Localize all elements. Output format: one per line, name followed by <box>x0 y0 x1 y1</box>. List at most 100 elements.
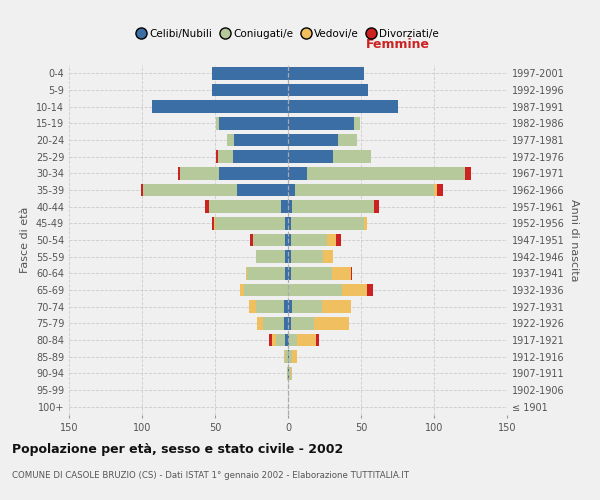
Bar <box>284 317 288 330</box>
Bar <box>291 250 323 263</box>
Bar <box>180 167 220 179</box>
Bar <box>284 300 288 313</box>
Bar <box>288 117 354 130</box>
Bar <box>288 284 342 296</box>
Bar <box>284 350 285 363</box>
Bar <box>292 200 374 213</box>
Bar <box>285 217 288 230</box>
Bar <box>328 234 336 246</box>
Bar <box>322 300 351 313</box>
Bar <box>288 267 291 280</box>
Bar <box>218 150 233 163</box>
Bar <box>272 334 277 346</box>
Bar <box>314 317 349 330</box>
Bar <box>288 150 333 163</box>
Bar <box>263 317 284 330</box>
Bar <box>316 334 319 346</box>
Bar <box>291 234 328 246</box>
Bar <box>288 167 307 179</box>
Bar <box>214 217 215 230</box>
Bar <box>212 84 288 96</box>
Bar <box>354 117 359 130</box>
Bar <box>289 350 292 363</box>
Bar <box>220 167 288 179</box>
Bar <box>152 100 288 113</box>
Bar <box>248 300 256 313</box>
Bar <box>287 367 288 380</box>
Bar <box>285 250 288 263</box>
Bar <box>288 67 364 80</box>
Bar <box>292 300 322 313</box>
Bar <box>253 234 285 246</box>
Bar <box>233 150 288 163</box>
Bar <box>285 234 288 246</box>
Bar <box>288 184 295 196</box>
Legend: Celibi/Nubili, Coniugati/e, Vedovi/e, Divorziati/e: Celibi/Nubili, Coniugati/e, Vedovi/e, Di… <box>133 24 443 44</box>
Bar <box>464 167 470 179</box>
Bar <box>437 184 443 196</box>
Bar <box>289 334 297 346</box>
Bar <box>291 267 332 280</box>
Bar <box>336 234 341 246</box>
Bar <box>234 134 288 146</box>
Bar <box>257 317 263 330</box>
Bar <box>269 334 272 346</box>
Bar <box>209 200 281 213</box>
Bar <box>351 267 352 280</box>
Bar <box>434 184 437 196</box>
Bar <box>288 217 291 230</box>
Bar <box>292 350 297 363</box>
Bar <box>281 200 288 213</box>
Bar <box>212 67 288 80</box>
Bar <box>217 150 218 163</box>
Bar <box>323 250 333 263</box>
Bar <box>288 234 291 246</box>
Bar <box>338 134 356 146</box>
Bar <box>288 350 289 363</box>
Bar <box>291 317 314 330</box>
Bar <box>342 284 367 296</box>
Bar <box>140 184 143 196</box>
Text: COMUNE DI CASOLE BRUZIO (CS) - Dati ISTAT 1° gennaio 2002 - Elaborazione TUTTITA: COMUNE DI CASOLE BRUZIO (CS) - Dati ISTA… <box>12 471 409 480</box>
Bar <box>288 100 398 113</box>
Bar <box>244 284 288 296</box>
Bar <box>277 334 285 346</box>
Bar <box>212 217 214 230</box>
Bar <box>205 200 209 213</box>
Bar <box>288 300 292 313</box>
Bar <box>215 217 285 230</box>
Bar <box>237 184 288 196</box>
Bar <box>374 200 379 213</box>
Bar <box>288 134 338 146</box>
Bar <box>256 300 284 313</box>
Bar <box>367 284 373 296</box>
Bar <box>247 267 285 280</box>
Bar <box>288 317 291 330</box>
Bar <box>307 167 464 179</box>
Bar <box>285 350 288 363</box>
Bar <box>364 217 367 230</box>
Bar <box>285 334 288 346</box>
Bar <box>179 167 180 179</box>
Bar <box>285 267 288 280</box>
Bar <box>289 367 291 380</box>
Bar <box>295 184 434 196</box>
Bar <box>288 250 291 263</box>
Text: Femmine: Femmine <box>365 38 430 51</box>
Bar <box>288 84 368 96</box>
Bar <box>227 134 234 146</box>
Bar <box>332 267 351 280</box>
Bar <box>288 334 289 346</box>
Bar <box>217 117 220 130</box>
Y-axis label: Fasce di età: Fasce di età <box>20 207 30 273</box>
Bar <box>288 367 289 380</box>
Bar <box>245 267 247 280</box>
Bar <box>291 217 364 230</box>
Y-axis label: Anni di nascita: Anni di nascita <box>569 198 578 281</box>
Bar <box>288 200 292 213</box>
Bar <box>256 250 285 263</box>
Bar <box>333 150 371 163</box>
Text: Popolazione per età, sesso e stato civile - 2002: Popolazione per età, sesso e stato civil… <box>12 442 343 456</box>
Bar <box>143 184 237 196</box>
Bar <box>297 334 316 346</box>
